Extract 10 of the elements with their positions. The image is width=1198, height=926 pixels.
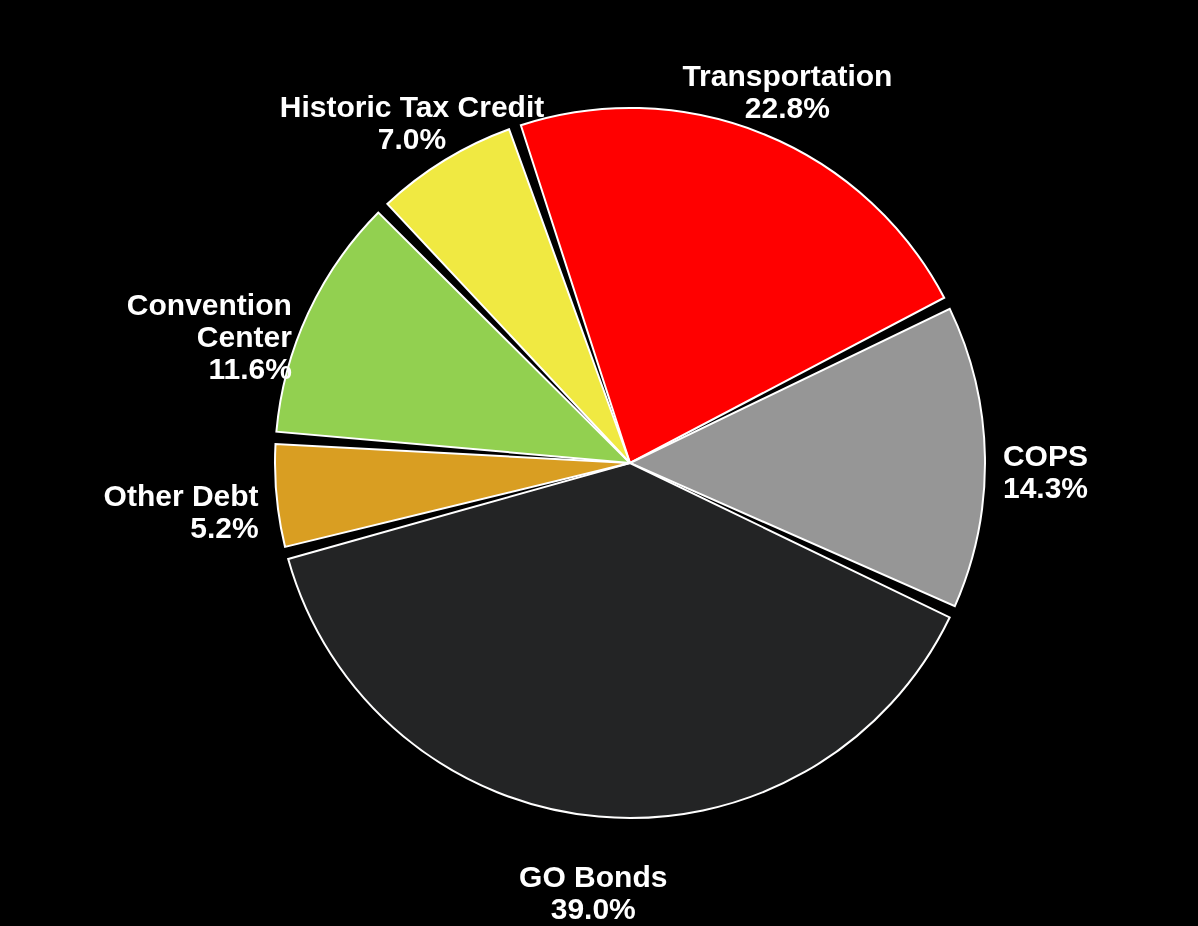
data-label: 5.2% bbox=[190, 511, 259, 545]
data-label: 39.0% bbox=[550, 892, 636, 926]
slice-label: GO Bonds bbox=[519, 860, 668, 894]
slice-label: Historic Tax Credit bbox=[279, 89, 545, 123]
slice-label: Transportation bbox=[682, 58, 893, 92]
data-label: 7.0% bbox=[377, 121, 447, 155]
data-label: 14.3% bbox=[1002, 470, 1089, 504]
slice-label: Other Debt bbox=[103, 479, 259, 513]
slice-label: COPS bbox=[1002, 438, 1088, 472]
slice-label: Convention Center bbox=[126, 287, 293, 353]
